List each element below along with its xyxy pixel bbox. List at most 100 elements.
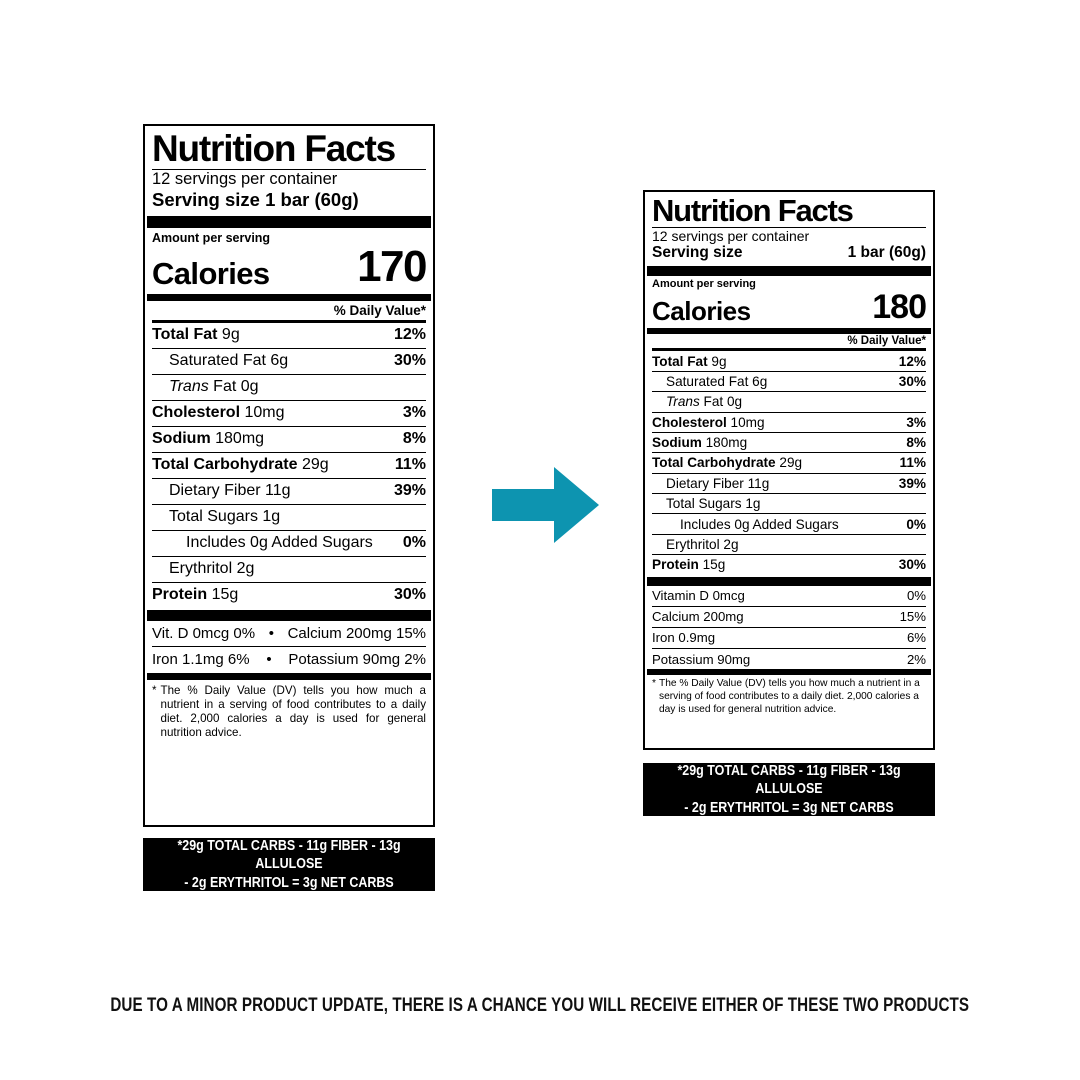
- net-carbs-line-2: - 2g ERYTHRITOL = 3g NET CARBS: [684, 799, 894, 816]
- row-divider: [652, 513, 926, 515]
- nutrient-amount: 180mg: [210, 430, 265, 448]
- nutrient-name: Total Sugars 1g: [666, 496, 761, 512]
- row-divider: [652, 411, 926, 413]
- vitamin-d-value: Vit. D 0mcg 0%: [152, 624, 256, 642]
- footnote-divider: [147, 672, 431, 680]
- nutrient-row: Saturated Fat 6g 30%: [652, 372, 926, 391]
- nutrient-name: Trans Fat 0g: [169, 378, 259, 396]
- row-divider: [652, 533, 926, 535]
- nutrient-row: Erythritol 2g: [652, 535, 926, 554]
- nutrient-daily-value: 30%: [393, 352, 426, 370]
- nutrient-amount: 2g: [719, 536, 739, 552]
- nutrient-row: Trans Fat 0g: [652, 392, 926, 411]
- nutrient-amount: 15g: [698, 557, 726, 573]
- vitamin-name: Iron 0.9mg: [652, 630, 716, 646]
- nutrient-row: Sodium 180mg 8%: [152, 427, 426, 452]
- vitamin-list: Vitamin D 0mcg 0% Calcium 200mg 15% Iron 0.9…: [652, 586, 926, 670]
- net-carbs-banner-updated: *29g TOTAL CARBS - 11g FIBER - 13g ALLUL…: [643, 763, 935, 816]
- daily-value-header: % Daily Value*: [847, 335, 926, 348]
- footnote: * The % Daily Value (DV) tells you how m…: [152, 680, 426, 743]
- row-divider: [652, 648, 926, 650]
- nutrient-daily-value: 8%: [906, 435, 926, 451]
- nutrient-row: Total Sugars 1g: [152, 505, 426, 530]
- row-divider: [152, 477, 426, 479]
- servings-per-container: 12 servings per container: [652, 228, 810, 244]
- nutrient-name: Sodium 180mg: [652, 435, 748, 451]
- nutrient-amount: 9g: [707, 353, 727, 369]
- nutrient-amount: 180mg: [701, 435, 748, 451]
- nutrient-row: Total Fat 9g 12%: [152, 323, 426, 348]
- nutrient-row: Cholesterol 10mg 3%: [152, 401, 426, 426]
- nutrient-name: Erythritol 2g: [666, 536, 739, 552]
- nutrient-daily-value: 11%: [899, 455, 926, 471]
- vitamin-row: Iron 0.9mg 6%: [652, 628, 926, 648]
- row-divider: [152, 581, 426, 583]
- nutrient-amount: 11g: [260, 482, 291, 500]
- row-divider: [652, 391, 926, 393]
- nutrient-row: Dietary Fiber 11g 39%: [152, 479, 426, 504]
- row-divider: [652, 431, 926, 433]
- vitamin-row-2: Iron 1.1mg 6% • Potassium 90mg 2%: [152, 647, 426, 672]
- row-divider: [652, 493, 926, 494]
- net-carbs-line-1: *29g TOTAL CARBS - 11g FIBER - 13g ALLUL…: [177, 837, 401, 873]
- nutrient-name: Total Fat 9g: [152, 326, 240, 344]
- footnote-asterisk: *: [152, 683, 157, 697]
- nutrient-amount: 1g: [741, 496, 761, 512]
- row-divider: [652, 452, 926, 454]
- row-divider: [152, 399, 426, 401]
- nutrient-row: Total Carbohydrate 29g 11%: [652, 453, 926, 472]
- thick-divider-2: [647, 576, 931, 586]
- nutrient-daily-value: 3%: [906, 414, 926, 430]
- nutrient-name: Protein 15g: [652, 557, 726, 573]
- nutrient-amount: Fat 0g: [208, 378, 259, 396]
- vitamin-name: Vitamin D 0mcg: [652, 588, 745, 604]
- nutrient-name: Protein 15g: [152, 586, 239, 604]
- nutrient-row: Protein 15g 30%: [652, 555, 926, 574]
- row-divider: [652, 626, 926, 628]
- footnote-divider: [647, 669, 931, 676]
- vitamin-daily-value: 2%: [906, 651, 926, 667]
- nutrient-amount: 10mg: [726, 414, 765, 430]
- nutrient-name: Dietary Fiber 11g: [169, 482, 291, 500]
- nutrient-row: Protein 15g 30%: [152, 583, 426, 608]
- nutrient-name: Total Carbohydrate 29g: [152, 456, 329, 474]
- nutrient-daily-value: 3%: [402, 404, 426, 422]
- row-divider: [152, 503, 426, 505]
- nutrient-name: Saturated Fat 6g: [169, 352, 289, 370]
- transition-arrow: [492, 466, 600, 544]
- row-divider: [152, 347, 426, 349]
- nutrition-label-original: Nutrition Facts 12 servings per containe…: [143, 124, 435, 827]
- nutrient-name: Cholesterol 10mg: [152, 404, 285, 422]
- footnote: * The % Daily Value (DV) tells you how m…: [652, 675, 926, 718]
- nutrient-daily-value: 12%: [393, 326, 426, 344]
- row-divider: [152, 425, 426, 427]
- nutrient-row: Erythritol 2g: [152, 557, 426, 582]
- row-divider: [652, 370, 926, 372]
- nutrient-row: Total Sugars 1g: [652, 494, 926, 513]
- row-divider: [652, 472, 926, 474]
- nutrient-daily-value: 8%: [402, 430, 426, 448]
- calories-label: Calories: [652, 296, 751, 327]
- nutrient-name: Dietary Fiber 11g: [666, 475, 770, 491]
- net-carbs-line-1: *29g TOTAL CARBS - 11g FIBER - 13g ALLUL…: [677, 762, 901, 798]
- nutrient-row: Cholesterol 10mg 3%: [652, 413, 926, 432]
- vitamin-daily-value: 0%: [906, 588, 926, 604]
- thick-divider: [147, 215, 431, 228]
- nutrient-daily-value: 39%: [393, 482, 426, 500]
- footnote-text: The % Daily Value (DV) tells you how muc…: [160, 683, 426, 740]
- nutrient-amount: 9g: [217, 326, 240, 344]
- medium-divider: [147, 293, 431, 301]
- nutrient-name: Erythritol 2g: [169, 560, 255, 578]
- amount-per-serving-label: Amount per serving: [652, 278, 756, 291]
- vitamin-row: Potassium 90mg 2%: [652, 649, 926, 669]
- nutrient-daily-value: 0%: [402, 534, 426, 552]
- nutrient-row: Includes 0g Added Sugars 0%: [152, 531, 426, 556]
- vitamin-row: Vitamin D 0mcg 0%: [652, 586, 926, 606]
- vitamin-daily-value: 15%: [899, 609, 926, 625]
- calcium-value: Calcium 200mg 15%: [287, 624, 426, 642]
- calories-row: Calories 180: [652, 290, 927, 327]
- nutrient-daily-value: 30%: [898, 557, 926, 573]
- nutrient-amount: 11g: [743, 475, 770, 491]
- row-divider: [152, 373, 426, 375]
- nutrient-name: Total Carbohydrate 29g: [652, 455, 803, 471]
